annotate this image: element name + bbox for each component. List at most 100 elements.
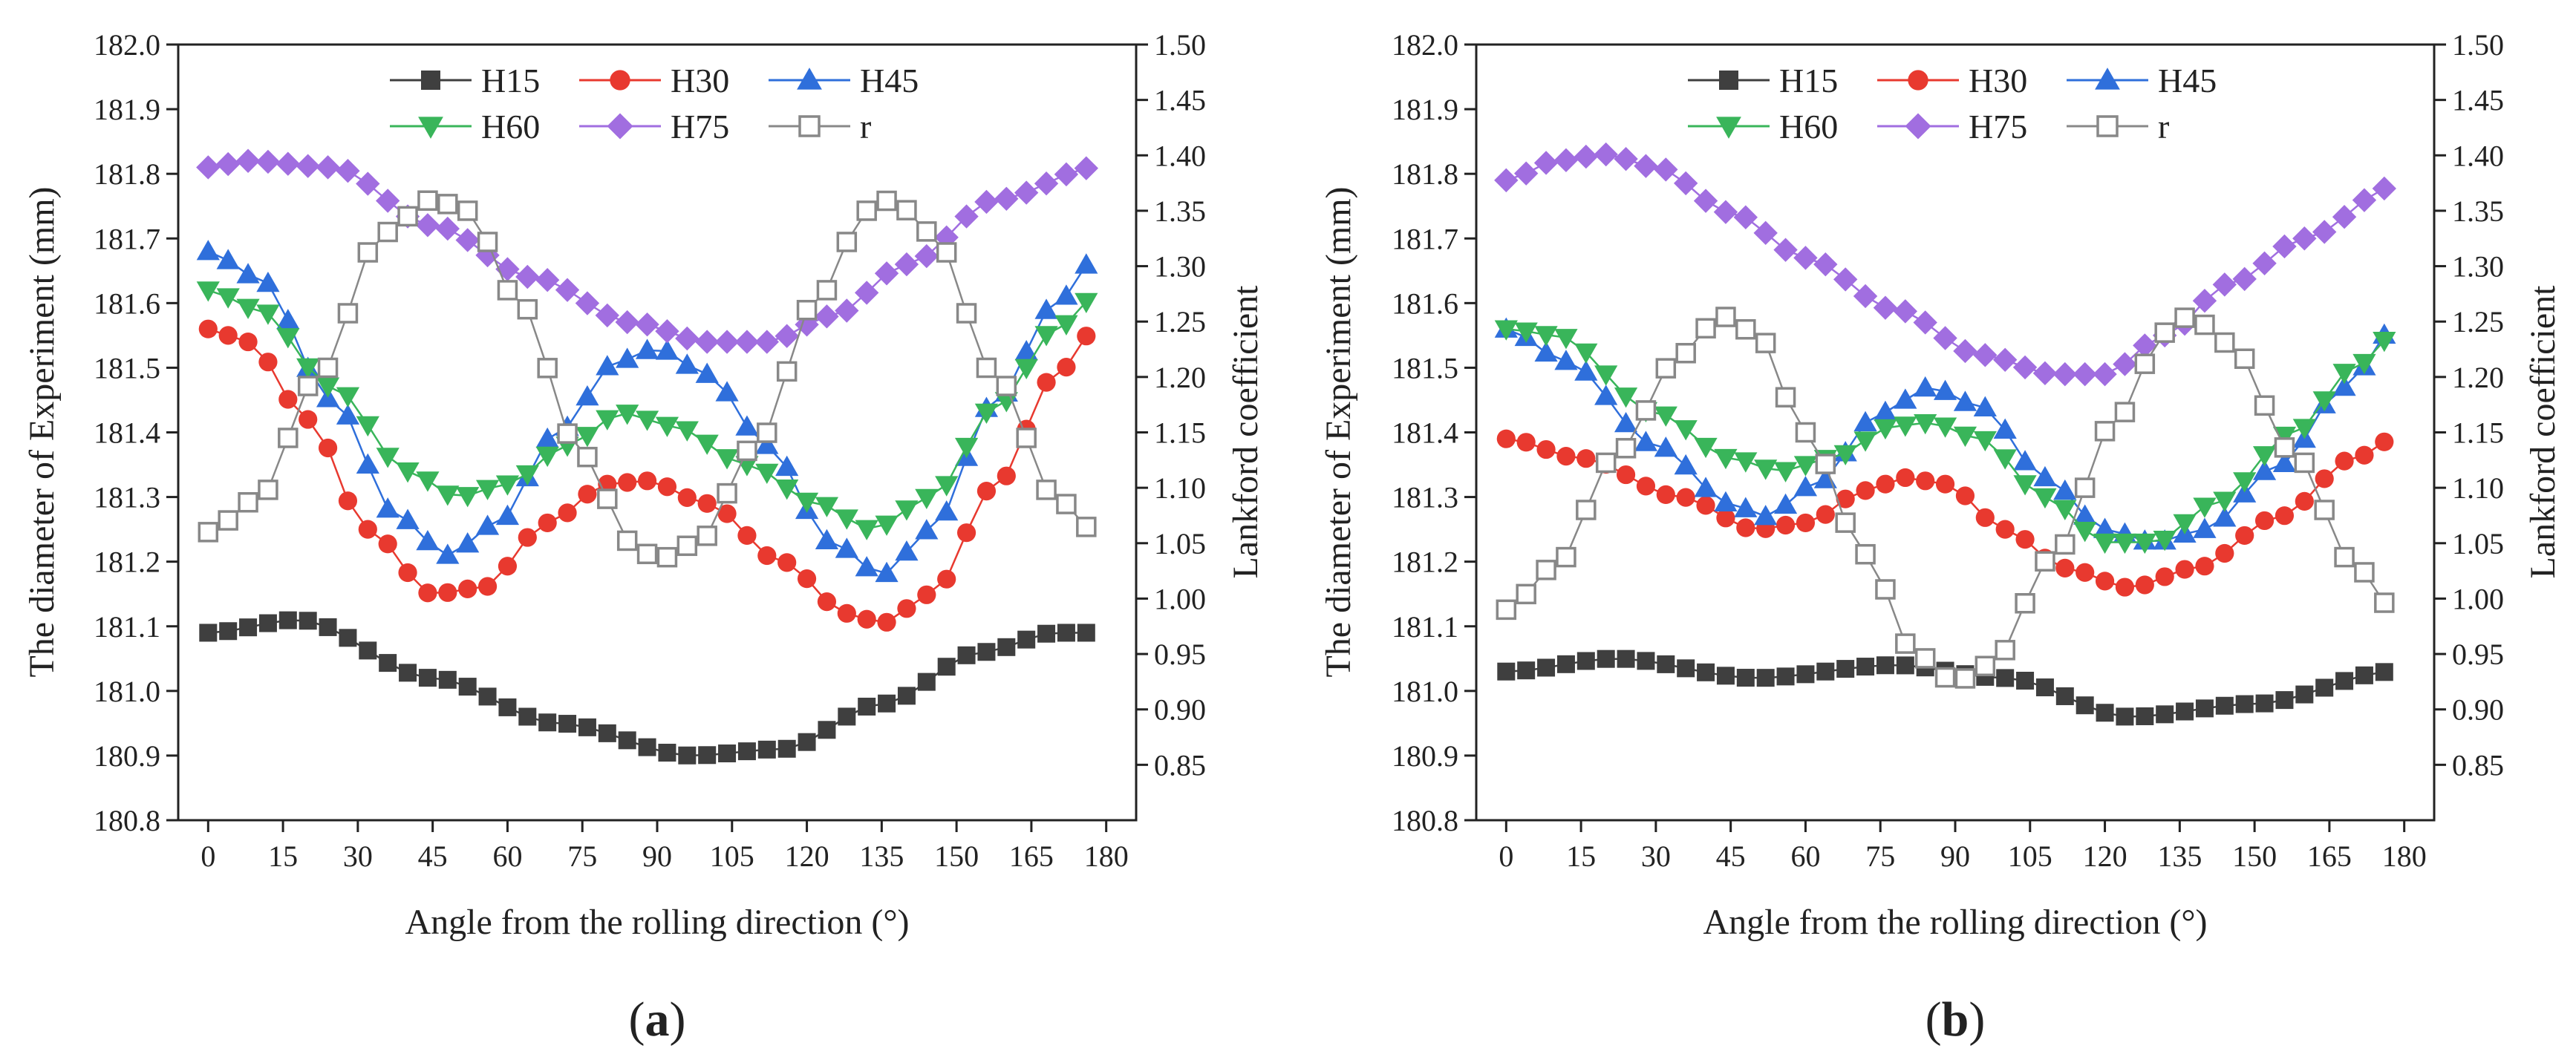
data-point [895,540,919,561]
data-point [896,200,917,220]
data-point [976,357,997,379]
data-point [1696,496,1715,515]
data-point [1616,465,1636,485]
data-point [816,280,838,301]
x-tick-label: 120 [785,840,829,873]
data-point [1054,284,1078,305]
x-tick-label: 135 [859,840,904,873]
x-tick-label: 105 [710,840,754,873]
data-point [815,497,839,517]
data-point [1574,343,1598,364]
data-point [836,232,858,252]
data-point [2135,575,2154,595]
data-point [219,622,238,641]
data-point [618,731,636,750]
data-point [1734,452,1758,473]
data-point [1973,431,1997,452]
data-point [935,476,959,497]
data-point [1635,400,1657,421]
data-point [635,338,659,359]
data-point [2232,266,2257,292]
data-point [775,455,799,477]
x-tick-label: 150 [934,840,979,873]
data-point [956,523,976,543]
data-point [236,263,260,284]
data-point [196,281,220,302]
data-point [1933,326,1957,350]
data-point [2215,543,2234,563]
data-point [477,232,498,252]
data-point [256,271,280,292]
legend-item-h45: H45 [2067,62,2217,99]
data-point [1554,350,1578,370]
data-point [1914,648,1936,669]
data-point [2235,526,2254,546]
data-point [1676,488,1695,507]
x-tick-label: 30 [1641,840,1671,873]
data-point [855,520,878,540]
y2-tick-label: 1.30 [1154,250,1206,284]
data-point [757,422,777,443]
data-point [935,500,959,521]
data-point [2095,572,2115,591]
data-point [1694,437,1718,459]
data-point [2212,272,2237,297]
data-point [1657,655,1675,673]
x-tick-label: 75 [567,840,597,873]
data-point [914,243,939,269]
data-point [299,410,318,429]
data-point [1874,400,1897,422]
data-point [255,149,281,174]
data-point [655,339,679,360]
data-point [797,68,822,90]
data-point [878,694,896,713]
data-point [1034,298,1058,319]
data-point [2052,361,2078,387]
y2-tick-label: 1.25 [1154,305,1206,338]
data-point [1933,417,1957,438]
data-point [817,592,837,612]
data-point [2096,115,2119,137]
data-point [2096,704,2114,722]
data-point [1614,387,1638,408]
data-point [198,522,219,543]
data-point [2113,533,2137,554]
data-point [1775,387,1796,408]
data-point [1614,411,1638,433]
data-point [1896,468,1915,488]
y2-tick-label: 1.40 [1154,139,1206,172]
data-point [2332,364,2356,384]
data-point [196,155,221,180]
y2-tick-label: 0.85 [2452,748,2504,782]
data-point [239,618,258,637]
series-layer [196,148,1099,765]
data-point [2292,226,2317,251]
data-point [1913,310,1937,335]
y-tick-label: 180.9 [1392,739,1458,773]
data-point [2115,577,2135,597]
data-point [1075,292,1098,314]
data-point [236,298,260,319]
data-point [875,515,899,536]
data-point [1037,624,1056,643]
data-point [455,228,480,252]
x-tick-label: 0 [1499,840,1513,873]
y-tick-label: 181.3 [1392,481,1458,514]
data-point [1856,658,1875,676]
data-point [2332,375,2356,396]
legend-label: H45 [860,62,919,99]
data-point [798,115,821,137]
data-point [2114,402,2136,422]
data-point [357,242,379,263]
data-point [2155,567,2174,586]
data-point [1076,517,1097,537]
data-point [1614,146,1638,171]
data-point [299,612,317,630]
data-point [557,423,578,444]
data-point [2175,560,2194,579]
data-point [1556,447,1576,466]
data-point [1755,333,1776,353]
data-point [638,738,656,756]
data-point [578,718,596,736]
data-point [1953,338,1977,364]
